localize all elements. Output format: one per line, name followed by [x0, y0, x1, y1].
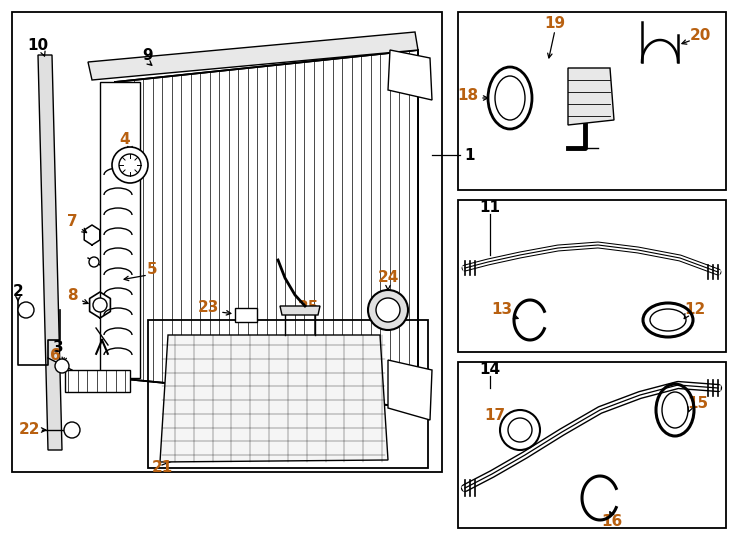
Text: 6: 6 [50, 348, 60, 362]
Text: 10: 10 [27, 37, 48, 52]
Text: 16: 16 [601, 515, 622, 530]
Circle shape [89, 257, 99, 267]
Text: 9: 9 [142, 48, 153, 63]
Circle shape [55, 359, 69, 373]
Text: 17: 17 [484, 408, 506, 422]
Text: 24: 24 [377, 271, 399, 286]
Circle shape [508, 418, 532, 442]
Text: 25: 25 [297, 300, 319, 315]
Bar [458, 362, 726, 528]
Text: 8: 8 [67, 287, 77, 302]
Bar [458, 12, 726, 190]
Text: 2: 2 [12, 285, 23, 300]
Text: 21: 21 [151, 461, 172, 476]
Circle shape [18, 302, 34, 318]
Circle shape [119, 154, 141, 176]
Polygon shape [38, 55, 62, 450]
Circle shape [376, 298, 400, 322]
Text: 15: 15 [688, 396, 708, 411]
Polygon shape [568, 68, 614, 125]
Text: 22: 22 [19, 422, 41, 437]
Polygon shape [280, 306, 320, 315]
Text: 5: 5 [147, 262, 157, 278]
Text: 4: 4 [120, 132, 131, 147]
Bar [458, 200, 726, 352]
Polygon shape [115, 50, 418, 408]
Text: 11: 11 [479, 200, 501, 215]
Circle shape [64, 422, 80, 438]
Circle shape [93, 298, 107, 312]
Polygon shape [160, 335, 388, 462]
Text: 1: 1 [465, 147, 475, 163]
Bar [148, 320, 428, 468]
Polygon shape [100, 82, 140, 378]
Polygon shape [88, 32, 418, 80]
Text: 3: 3 [53, 341, 63, 355]
Bar [235, 308, 257, 322]
Bar [12, 12, 442, 472]
Circle shape [112, 147, 148, 183]
Circle shape [500, 410, 540, 450]
Text: 18: 18 [457, 87, 479, 103]
Bar [65, 370, 130, 392]
Polygon shape [388, 50, 432, 100]
Text: 20: 20 [689, 28, 711, 43]
Polygon shape [388, 360, 432, 420]
Text: 13: 13 [492, 302, 512, 318]
Text: 7: 7 [67, 214, 77, 230]
Text: 23: 23 [197, 300, 219, 315]
Circle shape [368, 290, 408, 330]
Text: 12: 12 [684, 302, 705, 318]
Text: 14: 14 [479, 362, 501, 377]
Text: 19: 19 [545, 17, 566, 31]
